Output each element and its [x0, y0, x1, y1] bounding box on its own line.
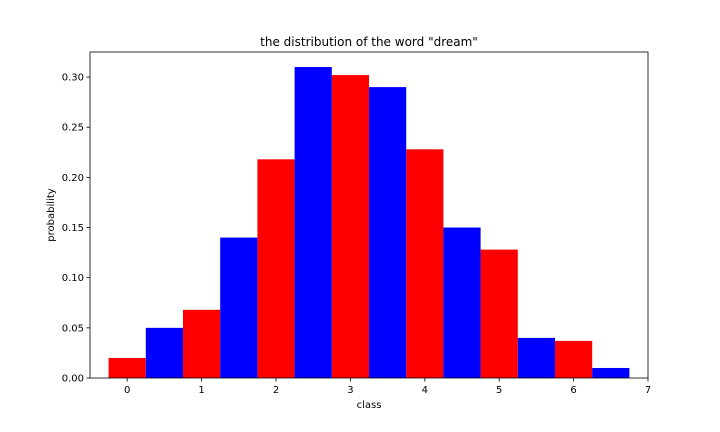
- y-tick-label: 0.15: [62, 223, 84, 234]
- bar-series1-3: [331, 75, 369, 378]
- chart-title: the distribution of the word "dream": [260, 35, 478, 49]
- bars-layer: [108, 67, 630, 379]
- y-axis-label: probability: [46, 188, 57, 241]
- bar-series2-5: [517, 337, 555, 378]
- plot-frame: [89, 51, 649, 379]
- y-axis-ticks: 0.00 0.05 0.10 0.15 0.20 0.25 0.30: [62, 73, 90, 385]
- x-tick-label: 3: [347, 385, 353, 396]
- bar-series2-4: [443, 227, 481, 378]
- y-tick-label: 0.05: [62, 323, 84, 334]
- x-axis-ticks: 0 1 2 3 4 5 6 7: [124, 378, 651, 396]
- bar-series1-6: [555, 340, 593, 378]
- bar-series1-1: [183, 309, 221, 378]
- bar-series1-4: [406, 149, 444, 378]
- x-tick-label: 2: [273, 385, 279, 396]
- bar-series2-3: [369, 87, 407, 378]
- bar-series1-0: [108, 357, 146, 378]
- x-axis-label: class: [357, 400, 382, 411]
- x-tick-label: 5: [496, 385, 502, 396]
- x-tick-label: 4: [422, 385, 428, 396]
- bar-series2-1: [220, 237, 258, 378]
- x-tick-label: 6: [570, 385, 576, 396]
- x-tick-label: 7: [645, 385, 651, 396]
- y-tick-label: 0.30: [62, 73, 84, 84]
- bar-series1-5: [480, 249, 518, 378]
- y-tick-label: 0.00: [62, 374, 84, 385]
- y-tick-label: 0.25: [62, 123, 84, 134]
- bar-series1-2: [257, 159, 295, 378]
- bar-series2-6: [592, 367, 630, 378]
- x-tick-label: 1: [198, 385, 204, 396]
- bar-series2-0: [145, 327, 183, 378]
- bar-series2-2: [294, 67, 332, 379]
- y-tick-label: 0.20: [62, 173, 84, 184]
- x-tick-label: 0: [124, 385, 130, 396]
- y-tick-label: 0.10: [62, 273, 84, 284]
